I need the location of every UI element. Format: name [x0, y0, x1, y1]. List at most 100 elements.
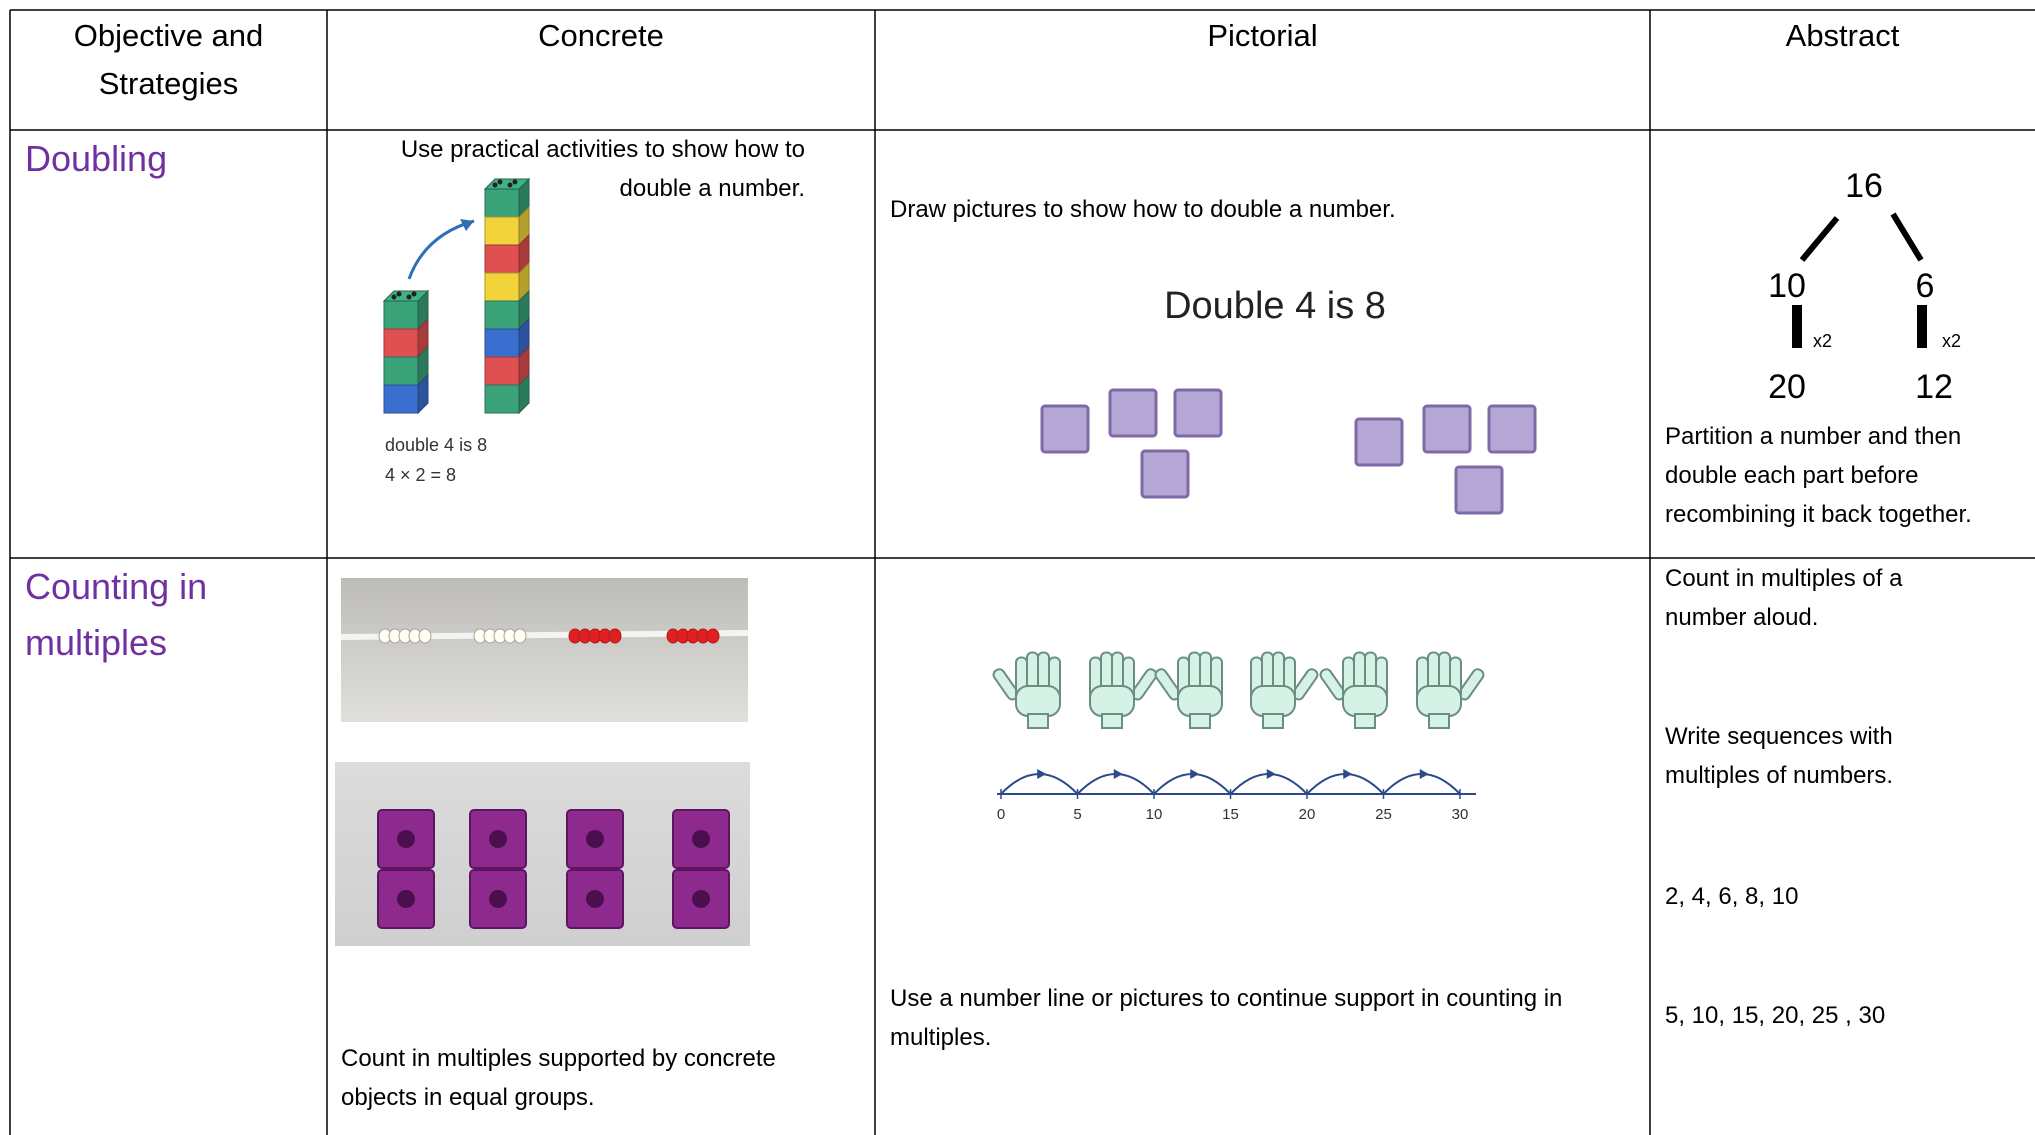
number-line: 0 5 10 15 20 25 30 — [997, 769, 1476, 823]
abstract-line: 2, 4, 6, 8, 10 — [1665, 883, 1799, 910]
cube-hole — [692, 830, 710, 848]
cube-face — [484, 300, 520, 330]
cube-hole — [489, 830, 507, 848]
cube-face — [383, 356, 419, 386]
abstract-line: 5, 10, 15, 20, 25 , 30 — [1665, 1002, 1886, 1029]
jump-arrow — [1343, 769, 1353, 779]
cube-stacks — [382, 177, 531, 415]
wrist — [1027, 713, 1049, 729]
number-label: 15 — [1222, 806, 1239, 823]
caption: double 4 is 8 — [385, 435, 488, 455]
jump-arrow — [1113, 769, 1123, 779]
tree-node: 12 — [1915, 368, 1953, 406]
tree-node: 16 — [1845, 167, 1883, 205]
objective: Counting in multiples — [25, 566, 208, 663]
cube-stud — [497, 179, 503, 185]
cube-hole — [692, 890, 710, 908]
cube-face — [484, 328, 520, 358]
jump-arrow — [1190, 769, 1200, 779]
cube-hole — [586, 890, 604, 908]
cube-face — [484, 356, 520, 386]
number-label: 25 — [1375, 806, 1392, 823]
hands — [992, 651, 1485, 729]
arrow — [407, 219, 475, 280]
cube-face — [383, 328, 419, 358]
tree-node: 6 — [1915, 267, 1935, 305]
wrist — [1189, 713, 1211, 729]
cube-stud — [492, 182, 498, 188]
purple-squares — [1040, 388, 1537, 515]
square — [1354, 417, 1404, 467]
hand — [1154, 651, 1223, 729]
palm — [1177, 685, 1223, 717]
square — [1173, 388, 1223, 438]
cube-face — [383, 300, 419, 330]
header-cell: Concrete — [538, 18, 664, 53]
hand — [992, 651, 1061, 729]
bead-photo — [340, 578, 749, 722]
abstract-text: Partition a number and then double each … — [1665, 423, 1972, 528]
cube-face — [484, 384, 520, 414]
square — [1040, 404, 1090, 454]
concrete-text: Use practical activities to show how to … — [400, 136, 805, 202]
wrist — [1428, 713, 1450, 729]
number-label: 30 — [1452, 806, 1469, 823]
cube-hole — [397, 830, 415, 848]
palm — [1015, 685, 1061, 717]
pictorial-text: Use a number line or pictures to continu… — [890, 985, 1563, 1051]
hand — [1416, 651, 1485, 729]
bead — [706, 628, 720, 644]
bead — [513, 628, 527, 644]
palm — [1342, 685, 1388, 717]
cube-stud — [507, 182, 513, 188]
pictorial-text: Draw pictures to show how to double a nu… — [890, 196, 1396, 223]
number-label: 10 — [1146, 806, 1163, 823]
hand — [1089, 651, 1158, 729]
cube-face — [484, 244, 520, 274]
palm — [1416, 685, 1462, 717]
abstract-line: Write sequences with multiples of number… — [1665, 723, 1894, 789]
cube-face — [484, 272, 520, 302]
number-label: 0 — [997, 806, 1005, 823]
header-cell: Abstract — [1785, 18, 1900, 53]
cube-photo — [335, 762, 750, 946]
pictorial-heading: Double 4 is 8 — [1164, 285, 1386, 327]
cube-face — [484, 216, 520, 246]
square — [1422, 404, 1472, 454]
arrowhead — [460, 219, 474, 231]
palm — [1250, 685, 1296, 717]
wrist — [1101, 713, 1123, 729]
cube-hole — [489, 890, 507, 908]
cube-face — [383, 384, 419, 414]
tree-lines — [1792, 212, 1927, 348]
header-cell: Pictorial — [1207, 18, 1318, 53]
cube-stud — [512, 179, 518, 185]
objective: Doubling — [25, 138, 168, 179]
multiplier: x2 — [1942, 331, 1962, 351]
palm — [1089, 685, 1135, 717]
cube-hole — [397, 890, 415, 908]
jump-arrow — [1419, 769, 1429, 779]
wrist — [1354, 713, 1376, 729]
concrete-text: Count in multiples supported by concrete… — [341, 1045, 776, 1111]
square — [1108, 388, 1158, 438]
number-label: 20 — [1299, 806, 1316, 823]
bead — [418, 628, 432, 644]
cube-side — [417, 373, 429, 415]
jump-arrow — [1037, 769, 1047, 779]
caption: 4 × 2 = 8 — [385, 465, 457, 485]
cube-stud — [406, 294, 412, 300]
cube-stud — [411, 291, 417, 297]
abstract-line: Count in multiples of a number aloud. — [1665, 565, 1903, 631]
square — [1487, 404, 1537, 454]
hand — [1319, 651, 1388, 729]
multiplier: x2 — [1813, 331, 1833, 351]
cube-stud — [391, 294, 397, 300]
cube-hole — [586, 830, 604, 848]
square — [1454, 465, 1504, 515]
table-grid — [9, 9, 2035, 1135]
wrist — [1262, 713, 1284, 729]
jump-arrow — [1266, 769, 1276, 779]
